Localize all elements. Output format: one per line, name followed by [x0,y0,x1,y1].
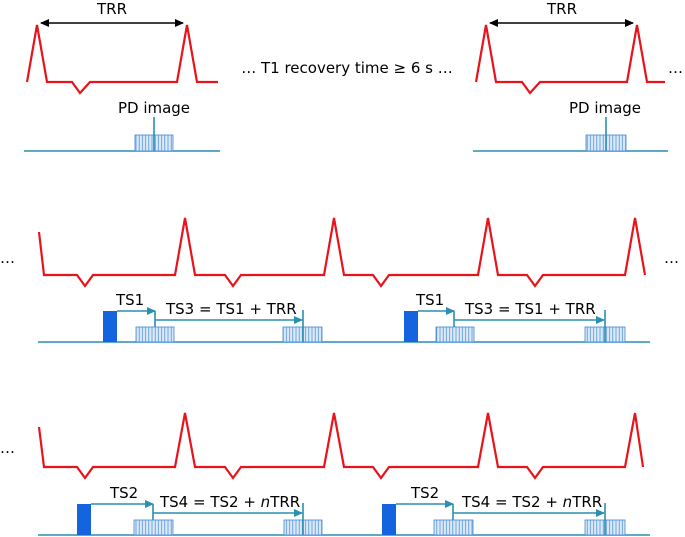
ecg-trace-row2 [37,217,647,288]
leading-ellipsis-row2: … [0,249,15,267]
preparation-pulse-row3-left [77,504,91,535]
t1-recovery-label: … T1 recovery time ≥ 6 s … [241,59,453,77]
ts1-label-right: TS1 [415,291,444,309]
pd-image-label-left: PD image [118,99,190,117]
row-3-ts2-ts4: … TS2 TS4 = TS2 + nTRR TS2 TS4 = TS2 + n… [0,412,650,536]
acquisition-block-row3-a [133,519,174,536]
preparation-pulse-row2-left [103,311,117,342]
ts2-label-right: TS2 [410,484,439,502]
row-1-pd-images: TRR TRR … T1 recovery time ≥ 6 s … … PD … [24,0,683,152]
ecg-trace-row1-right [474,24,665,95]
ts2-label-left: TS2 [109,484,138,502]
ecg-trace-row3 [37,412,645,480]
acquisition-block-row3-c [433,519,474,536]
trailing-ellipsis-row1: … [668,59,683,77]
preparation-pulse-row2-right [404,311,418,342]
ts3-label-left: TS3 = TS1 + TRR [165,300,297,318]
ts4-label-left: TS4 = TS2 + nTRR [159,493,300,511]
ts4-label-right: TS4 = TS2 + nTRR [461,493,602,511]
ts3-label-right: TS3 = TS1 + TRR [464,300,596,318]
ts1-label-left: TS1 [115,291,144,309]
row-2-ts1-ts3: … … TS1 TS3 = TS1 + TRR TS1 TS3 = TS1 + … [0,217,679,343]
pd-image-label-right: PD image [569,99,641,117]
trr-label-right: TRR [546,0,577,18]
acquisition-block-row2-a [135,326,175,343]
leading-ellipsis-row3: … [0,439,15,457]
acquisition-block-row2-c [435,326,475,343]
trr-label-left: TRR [96,0,127,18]
trailing-ellipsis-row2: … [664,249,679,267]
ecg-trace-row1-left [25,24,218,95]
preparation-pulse-row3-right [382,504,396,535]
